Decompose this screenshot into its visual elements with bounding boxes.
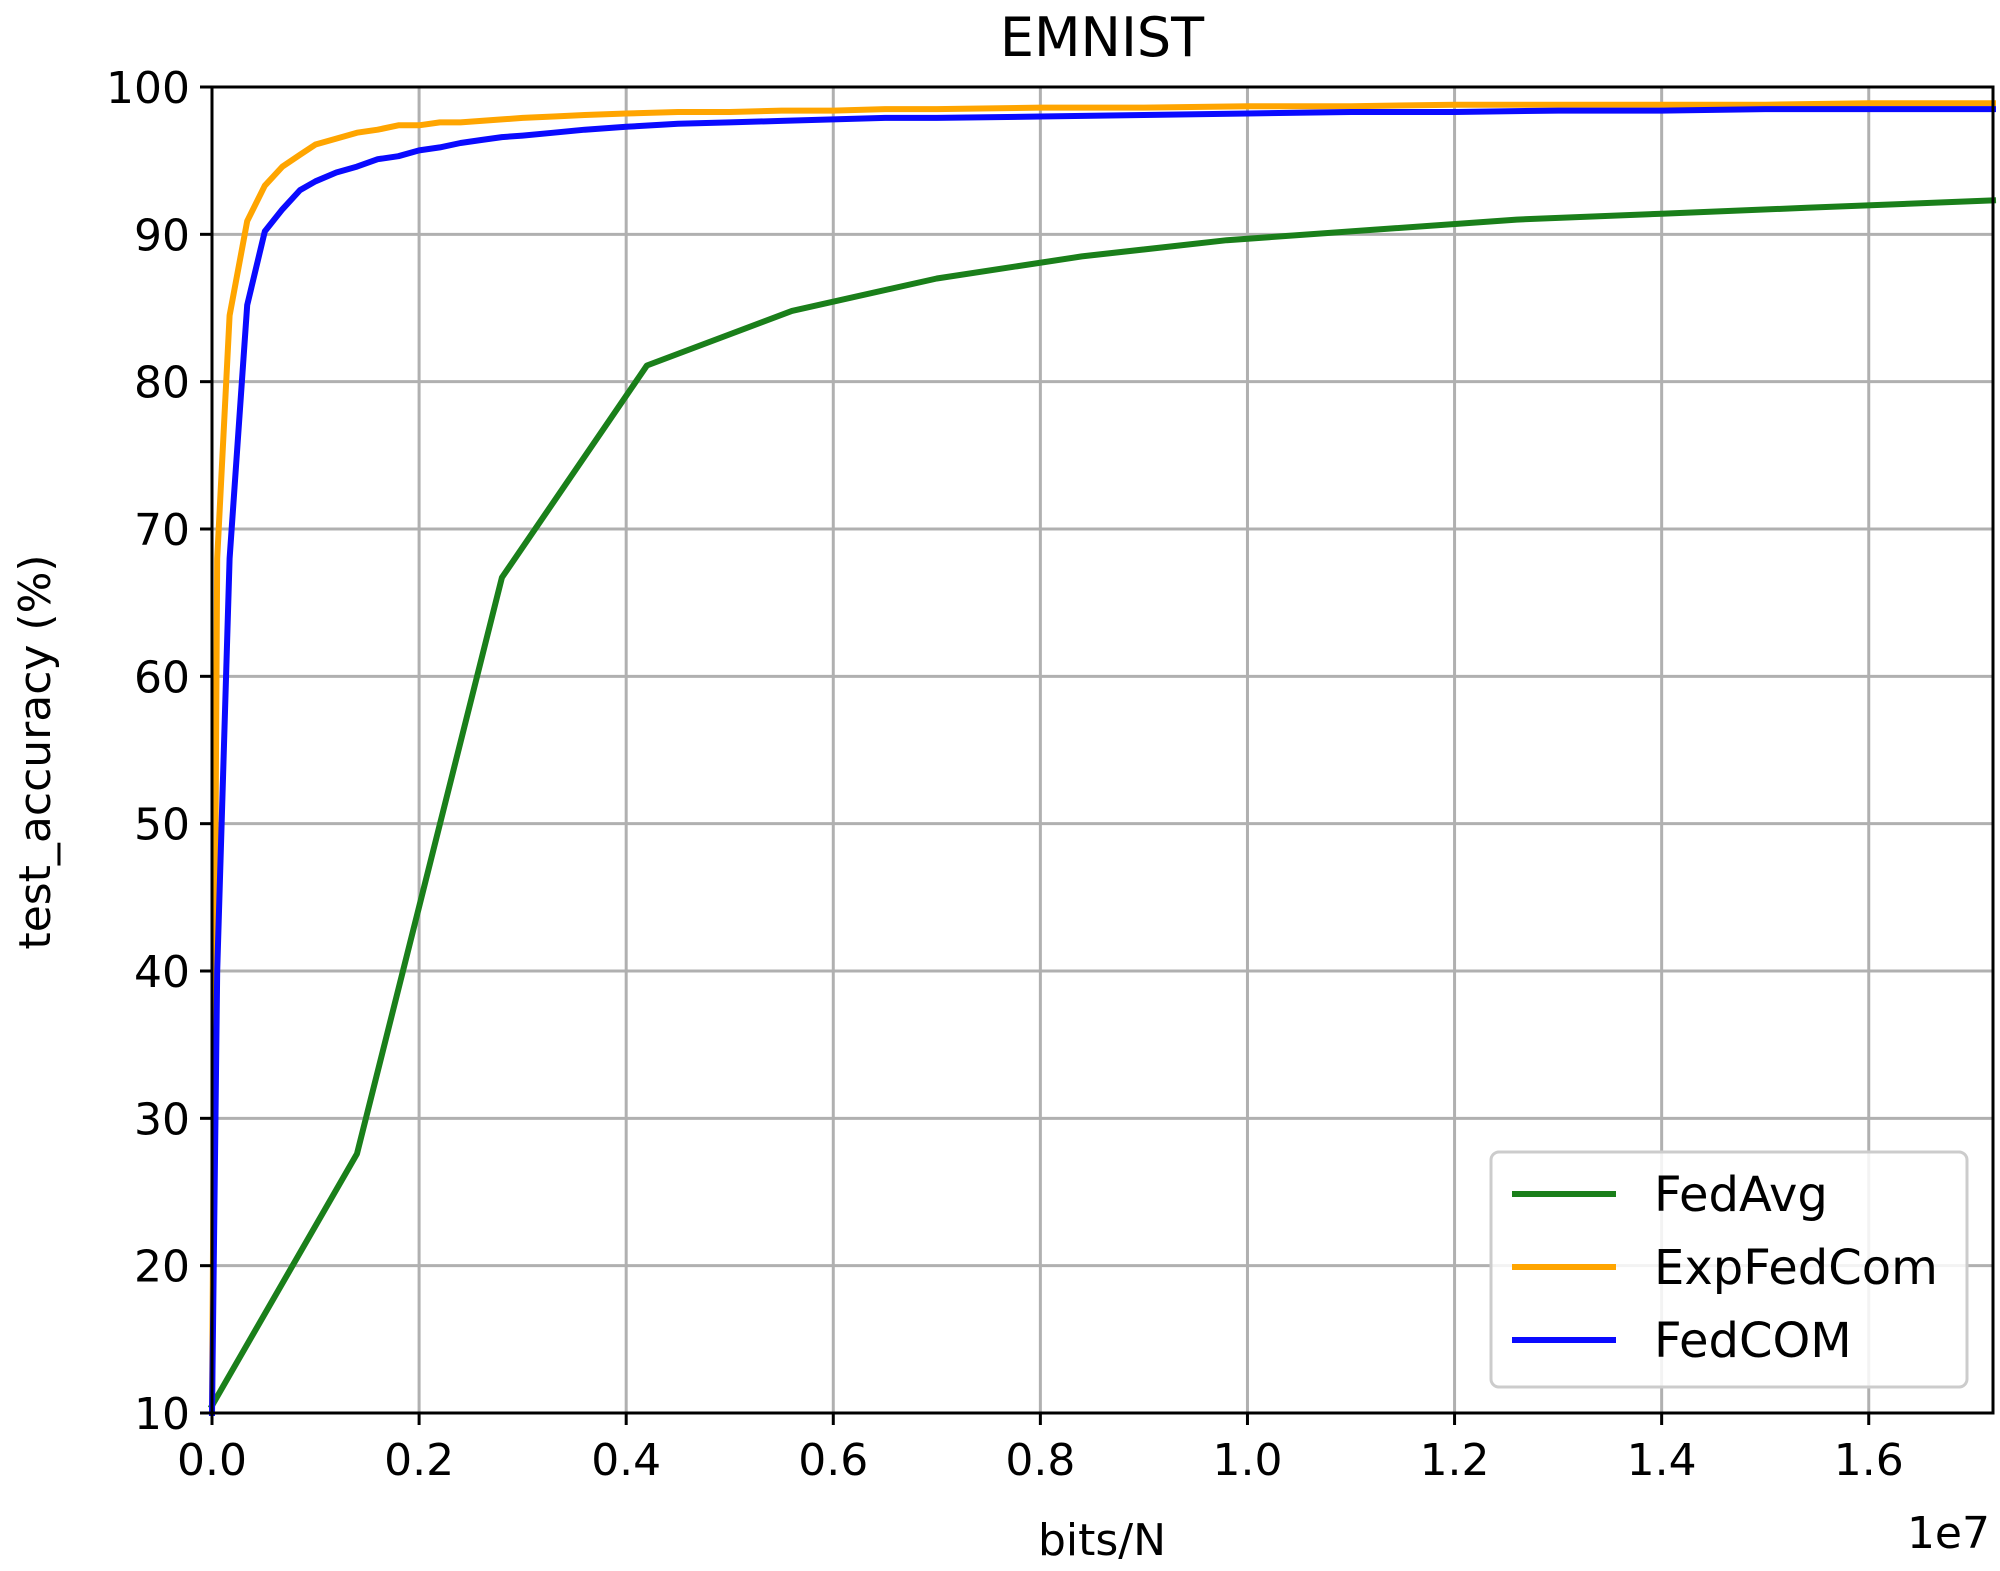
chart-title: EMNIST: [1000, 6, 1205, 69]
x-axis-offset-label: 1e7: [1907, 1508, 1990, 1559]
y-axis-label: test_accuracy (%): [10, 554, 61, 949]
x-tick-label: 0.8: [1005, 1435, 1075, 1486]
series-line-fedavg: [207, 197, 1997, 1410]
legend: FedAvg ExpFedCom FedCOM: [1489, 1150, 1969, 1389]
x-tick-label: 1.4: [1627, 1435, 1697, 1486]
y-axis-ticks: 10 20 30 40 50 60 70 80 90 100: [106, 63, 212, 1440]
series-line-expfedcom: [208, 100, 1996, 1417]
y-tick-label: 10: [134, 1389, 190, 1440]
x-tick-label: 0.4: [591, 1435, 661, 1486]
y-tick-label: 30: [134, 1094, 190, 1145]
legend-box: [1489, 1150, 1969, 1389]
x-tick-label: 1.0: [1212, 1435, 1282, 1486]
x-tick-label: 1.6: [1834, 1435, 1904, 1486]
x-axis-ticks: 0.0 0.2 0.4 0.6 0.8 1.0 1.2 1.4 1.6: [177, 1413, 1904, 1486]
y-tick-label: 40: [134, 947, 190, 998]
y-tick-label: 80: [134, 358, 190, 409]
series-lines: [207, 100, 1997, 1417]
y-tick-label: 90: [134, 210, 190, 261]
x-tick-label: 0.6: [798, 1435, 868, 1486]
y-tick-label: 70: [134, 505, 190, 556]
y-tick-label: 50: [134, 800, 190, 851]
y-tick-label: 100: [106, 63, 190, 114]
legend-label-expfedcom: ExpFedCom: [1654, 1240, 1938, 1296]
plot-frame: [210, 85, 1995, 1415]
series-line-fedcom: [208, 106, 1996, 1417]
legend-label-fedcom: FedCOM: [1654, 1313, 1852, 1369]
x-axis-label: bits/N: [1038, 1515, 1166, 1566]
y-tick-label: 60: [134, 652, 190, 703]
x-tick-label: 1.2: [1420, 1435, 1490, 1486]
x-tick-label: 0.0: [177, 1435, 247, 1486]
x-tick-label: 0.2: [384, 1435, 454, 1486]
legend-label-fedavg: FedAvg: [1654, 1167, 1828, 1223]
y-tick-label: 20: [134, 1242, 190, 1293]
